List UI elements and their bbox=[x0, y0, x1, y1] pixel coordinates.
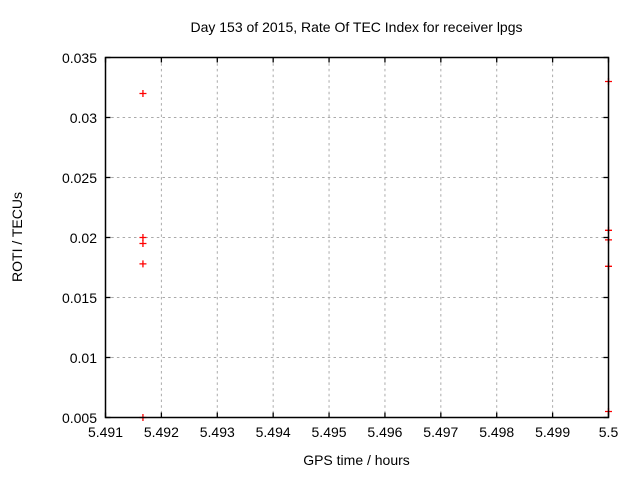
x-tick-label: 5.5 bbox=[598, 424, 619, 440]
x-tick-label: 5.492 bbox=[143, 424, 179, 440]
data-point-marker bbox=[139, 234, 147, 241]
x-tick-label: 5.493 bbox=[199, 424, 235, 440]
x-axis-label: GPS time / hours bbox=[303, 452, 410, 468]
x-tick-label: 5.495 bbox=[311, 424, 347, 440]
y-tick-label: 0.005 bbox=[61, 409, 97, 426]
y-tick-label: 0.015 bbox=[61, 289, 97, 306]
x-tick-label: 5.498 bbox=[479, 424, 515, 440]
data-point-marker bbox=[139, 90, 147, 97]
data-point-marker bbox=[139, 260, 147, 268]
y-tick-label: 0.03 bbox=[69, 109, 97, 126]
x-tick-label: 5.496 bbox=[367, 424, 403, 440]
y-tick-label: 0.02 bbox=[69, 229, 97, 246]
x-tick-label: 5.491 bbox=[87, 424, 124, 440]
x-tick-label: 5.497 bbox=[423, 424, 459, 440]
x-tick-label: 5.499 bbox=[535, 424, 571, 440]
x-tick-label: 5.494 bbox=[255, 424, 291, 440]
y-tick-label: 0.025 bbox=[61, 169, 97, 186]
data-point-marker bbox=[139, 240, 147, 247]
chart-title: Day 153 of 2015, Rate Of TEC Index for r… bbox=[190, 19, 523, 35]
y-tick-label: 0.035 bbox=[61, 49, 97, 66]
plot-border bbox=[104, 56, 610, 419]
y-axis-label: ROTI / TECUs bbox=[9, 192, 25, 282]
y-tick-label: 0.01 bbox=[69, 349, 97, 366]
